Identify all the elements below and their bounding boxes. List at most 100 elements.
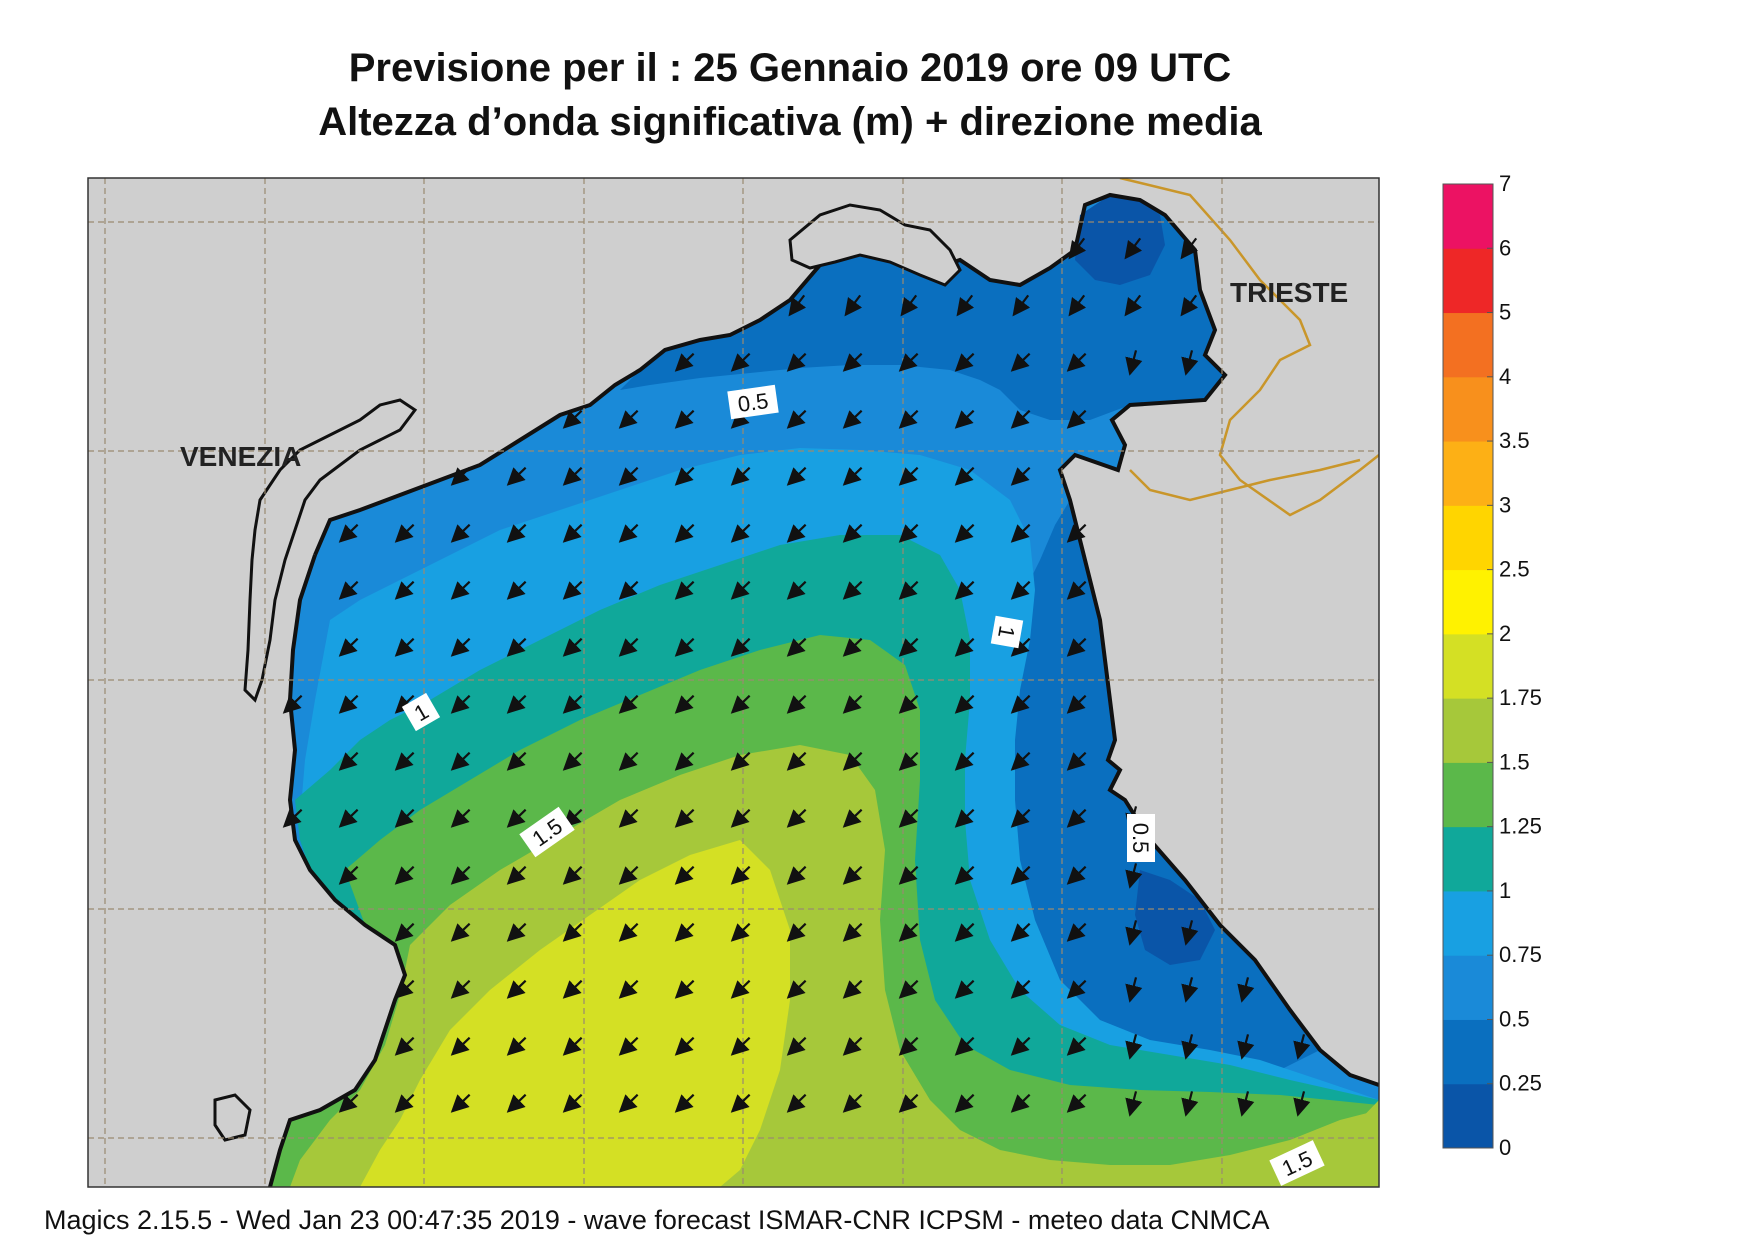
colorbar-swatch [1443,955,1493,1020]
wave-direction-arrow [954,1093,975,1113]
wave-direction-arrow [898,409,919,429]
wave-direction-arrow [394,751,415,771]
wave-direction-arrow [898,979,919,999]
wave-direction-arrow [954,409,975,429]
wave-direction-arrow [842,1093,863,1113]
wave-direction-arrow [954,865,975,885]
colorbar-swatch [1443,826,1493,892]
wave-direction-arrow [338,751,359,771]
wave-direction-arrow [1010,1093,1031,1113]
wave-direction-arrow [618,865,639,885]
wave-direction-arrow [1180,294,1199,317]
wave-direction-arrow [956,294,975,317]
national-border [1119,178,1379,517]
wave-direction-arrow [338,808,359,828]
wave-direction-arrow [1066,352,1087,372]
wave-direction-arrow [1066,808,1087,828]
wave-direction-arrow [618,580,639,600]
wave-direction-arrow [618,466,639,486]
wave-direction-arrow [898,637,919,657]
wave-direction-arrow [562,979,583,999]
wave-direction-arrow [674,694,695,714]
wave-direction-arrow [506,1036,527,1056]
wave-direction-arrow [954,523,975,543]
colorbar-tick-label: 1.5 [1499,749,1530,774]
wave-direction-arrow [1068,237,1087,260]
wave-direction-arrow [562,409,583,429]
wave-direction-arrow [842,466,863,486]
band-east-corner [1290,1100,1379,1187]
wave-direction-arrow [394,922,415,942]
wave-direction-arrow [394,979,415,999]
wave-direction-arrow [450,1093,471,1113]
wave-direction-arrow [1066,409,1087,429]
contour-label: 0.5 [1128,823,1153,854]
wave-direction-arrow [562,865,583,885]
wave-direction-arrow [730,523,751,543]
wave-direction-arrow [1125,350,1143,376]
wave-direction-arrow [506,523,527,543]
wave-direction-arrow [1010,694,1031,714]
wave-direction-arrow [562,523,583,543]
wave-direction-arrow [786,466,807,486]
wave-direction-arrow [338,865,359,885]
wave-direction-arrow [618,409,639,429]
contour-label: 1 [993,624,1020,640]
wave-direction-arrow [898,865,919,885]
coastline-north [313,192,1379,1087]
colorbar-tick-label: 3 [1499,492,1511,517]
national-border-2 [1129,458,1361,502]
venice-lagoon [243,398,418,703]
wave-direction-arrow [450,637,471,657]
wave-direction-arrow [1012,294,1031,317]
wave-direction-arrow [562,580,583,600]
wave-direction-arrow [730,1093,751,1113]
wave-direction-arrow [1181,1091,1199,1117]
south-coast-island [213,1093,252,1142]
wave-direction-arrow [1066,1036,1087,1056]
wave-direction-arrow [1010,979,1031,999]
wave-direction-arrow [506,751,527,771]
colorbar-tick-label: 2.5 [1499,557,1530,582]
colorbar-frame [1442,183,1494,1149]
wave-direction-arrow [842,409,863,429]
colorbar-swatch [1443,698,1493,763]
wave-direction-arrow [1125,1034,1143,1060]
wave-direction-arrow [450,523,471,543]
wave-direction-arrow [450,922,471,942]
wave-direction-arrow [674,409,695,429]
wave-direction-arrow [394,1093,415,1113]
wave-direction-arrow [898,808,919,828]
wave-direction-arrow [1181,920,1199,946]
colorbar-tick-label: 0 [1499,1135,1511,1160]
wave-direction-arrow [618,1036,639,1056]
wave-direction-arrow [786,409,807,429]
wave-direction-arrow [562,694,583,714]
colorbar-swatch [1443,441,1493,506]
wave-direction-arrow [842,1036,863,1056]
wave-direction-arrow [506,637,527,657]
wave-direction-arrow [730,466,751,486]
wave-direction-arrow [1125,1091,1143,1117]
wave-direction-arrow [282,694,303,714]
colorbar-tick-label: 0.75 [1499,942,1542,967]
wave-direction-arrow [450,1036,471,1056]
colorbar: 0 0.25 0.5 0.75 1 1.25 1.5 1.75 2 2.5 3 3.5 4 5 6 7 [1442,171,1542,1160]
map-title-line2: Altezza d’onda significativa (m) + direz… [318,100,1262,144]
wave-direction-arrow [618,922,639,942]
wave-direction-arrow [842,979,863,999]
wave-direction-arrow [1181,350,1199,376]
wave-direction-arrow [954,922,975,942]
wave-direction-arrow [674,922,695,942]
wave-direction-arrow [674,523,695,543]
wave-direction-arrow [450,466,471,486]
wave-direction-arrow [562,751,583,771]
wave-direction-arrow [1237,977,1255,1003]
colorbar-swatch [1443,1083,1493,1149]
wave-direction-arrow [394,637,415,657]
wave-direction-arrow [730,580,751,600]
wave-direction-arrow [674,979,695,999]
wave-direction-arrow [674,808,695,828]
wave-direction-arrow [506,979,527,999]
wave-direction-arrow [618,979,639,999]
